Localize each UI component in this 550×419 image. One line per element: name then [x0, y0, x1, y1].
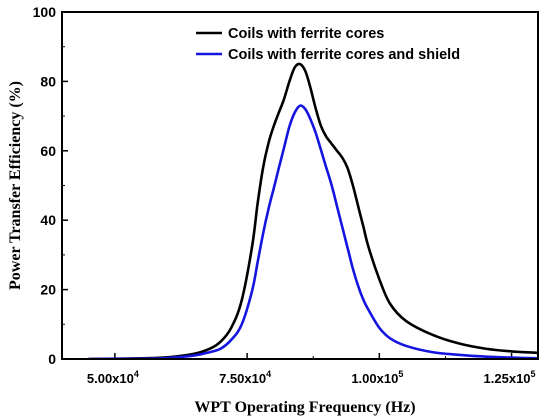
- series-line-ferrite-cores: [88, 62, 538, 359]
- x-tick-label: 1.25x105: [484, 369, 536, 386]
- y-tick-label: 0: [48, 351, 56, 367]
- y-tick-label: 80: [40, 73, 56, 89]
- series-layer: [88, 62, 538, 359]
- y-tick-label: 100: [33, 4, 57, 20]
- x-tick-label: 5.00x104: [87, 369, 139, 386]
- plot-frame: [61, 11, 539, 360]
- legend-label: Coils with ferrite cores and shield: [228, 47, 460, 63]
- y-tick-label: 40: [40, 212, 56, 228]
- x-axis-label: WPT Operating Frequency (Hz): [194, 399, 415, 416]
- legend: Coils with ferrite cores Coils with ferri…: [196, 26, 460, 63]
- x-tick-label: 7.50x104: [219, 369, 271, 386]
- y-tick-label: 60: [40, 143, 56, 159]
- y-tick-label: 20: [40, 282, 56, 298]
- x-tick-label: 1.00x105: [351, 369, 403, 386]
- legend-label: Coils with ferrite cores: [228, 26, 384, 42]
- y-axis-label: Power Transfer Efficiency (%): [7, 81, 24, 290]
- series-line-ferrite-cores-shield: [88, 104, 538, 359]
